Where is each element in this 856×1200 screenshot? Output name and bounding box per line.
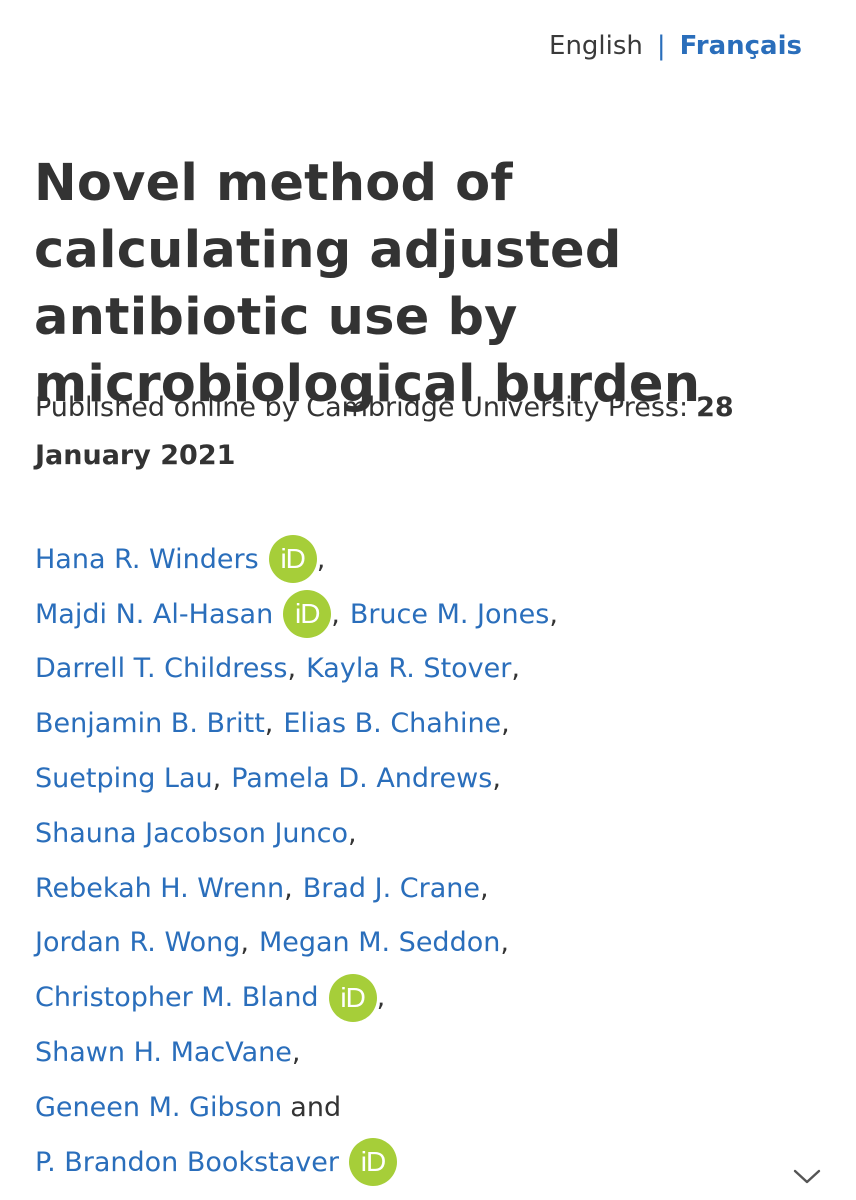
- author-line: Rebekah H. Wrenn, Brad J. Crane,: [35, 861, 835, 916]
- author-line: Darrell T. Childress, Kayla R. Stover,: [35, 642, 835, 697]
- author-line: Hana R. Winders iD,: [35, 532, 835, 587]
- author-line: Benjamin B. Britt, Elias B. Chahine,: [35, 696, 835, 751]
- author-name-link[interactable]: Brad J. Crane: [302, 872, 480, 904]
- author-entry: Pamela D. Andrews,: [231, 763, 501, 794]
- author-name-link[interactable]: Pamela D. Andrews: [231, 763, 493, 795]
- author-entry: Shawn H. MacVane,: [35, 1037, 301, 1068]
- author-entry: Hana R. Winders iD,: [35, 535, 326, 584]
- author-name-link[interactable]: Shauna Jacobson Junco: [35, 817, 348, 849]
- author-name-link[interactable]: Kayla R. Stover: [306, 653, 512, 685]
- author-entry: Jordan R. Wong,: [35, 927, 249, 958]
- author-entry: Darrell T. Childress,: [35, 653, 296, 684]
- author-line: Shawn H. MacVane,: [35, 1025, 835, 1080]
- author-separator: ,: [348, 817, 357, 849]
- published-date: 28 January 2021: [35, 392, 734, 471]
- author-entry: P. Brandon Bookstaver iD: [35, 1138, 397, 1187]
- author-entry: Megan M. Seddon,: [259, 927, 509, 958]
- author-separator: ,: [287, 653, 297, 685]
- author-name-link[interactable]: Bruce M. Jones: [349, 598, 550, 630]
- author-entry: Rebekah H. Wrenn,: [35, 873, 293, 904]
- author-name-link[interactable]: Rebekah H. Wrenn: [35, 872, 285, 904]
- author-entry: Suetping Lau,: [35, 763, 221, 794]
- author-separator: ,: [284, 872, 293, 904]
- author-entry: Bruce M. Jones,: [350, 599, 558, 630]
- author-name-link[interactable]: Geneen M. Gibson: [35, 1091, 283, 1123]
- author-name-link[interactable]: Darrell T. Childress: [35, 653, 288, 685]
- chevron-down-icon[interactable]: [792, 1166, 822, 1186]
- article-title: Novel method of calculating adjusted ant…: [34, 154, 701, 414]
- author-line: Majdi N. Al-Hasan iD, Bruce M. Jones,: [35, 587, 835, 642]
- language-english-link[interactable]: English: [549, 31, 643, 61]
- author-and-word: and: [290, 1091, 342, 1123]
- author-entry: Shauna Jacobson Junco,: [35, 818, 357, 849]
- publication-info: Published online by Cambridge University…: [35, 384, 835, 480]
- language-french-link[interactable]: Français: [679, 31, 802, 61]
- author-entry: Geneen M. Gibson and: [35, 1092, 351, 1123]
- orcid-icon[interactable]: iD: [283, 590, 332, 639]
- author-name-link[interactable]: Hana R. Winders: [35, 543, 259, 575]
- author-name-link[interactable]: Christopher M. Bland: [35, 982, 319, 1014]
- author-name-link[interactable]: Jordan R. Wong: [35, 927, 241, 959]
- language-separator: |: [656, 31, 666, 61]
- author-name-link[interactable]: Suetping Lau: [35, 763, 213, 795]
- author-name-link[interactable]: Elias B. Chahine: [283, 708, 502, 740]
- author-separator: ,: [492, 763, 501, 795]
- author-name-link[interactable]: Megan M. Seddon: [258, 927, 501, 959]
- author-line: Christopher M. Bland iD,: [35, 970, 835, 1025]
- author-separator: ,: [240, 927, 249, 959]
- author-name-link[interactable]: Shawn H. MacVane: [35, 1037, 292, 1069]
- author-line: P. Brandon Bookstaver iD: [35, 1135, 835, 1190]
- author-name-link[interactable]: P. Brandon Bookstaver: [35, 1146, 339, 1178]
- author-name-link[interactable]: Majdi N. Al-Hasan: [35, 598, 274, 630]
- author-entry: Elias B. Chahine,: [283, 708, 509, 739]
- orcid-icon[interactable]: iD: [348, 1138, 397, 1187]
- author-name-link[interactable]: Benjamin B. Britt: [35, 708, 265, 740]
- author-separator: ,: [212, 763, 222, 795]
- author-list: Hana R. Winders iD, Majdi N. Al-Hasan iD, Br…: [35, 532, 835, 1190]
- author-entry: Christopher M. Bland iD,: [35, 973, 386, 1022]
- author-line: Geneen M. Gibson and: [35, 1080, 835, 1135]
- published-prefix: Published online by Cambridge University…: [35, 392, 689, 423]
- author-separator: ,: [549, 598, 558, 630]
- author-separator: ,: [500, 927, 509, 959]
- orcid-icon[interactable]: iD: [268, 535, 317, 584]
- author-entry: Kayla R. Stover,: [306, 653, 520, 684]
- author-entry: Majdi N. Al-Hasan iD,: [35, 590, 340, 639]
- author-separator: ,: [501, 708, 510, 740]
- author-entry: Brad J. Crane,: [303, 873, 489, 904]
- author-line: Jordan R. Wong, Megan M. Seddon,: [35, 916, 835, 971]
- author-separator: ,: [264, 708, 274, 740]
- author-line: Suetping Lau, Pamela D. Andrews,: [35, 751, 835, 806]
- author-separator: ,: [291, 1037, 301, 1069]
- author-line: Shauna Jacobson Junco,: [35, 806, 835, 861]
- author-entry: Benjamin B. Britt,: [35, 708, 273, 739]
- author-separator: ,: [331, 598, 340, 630]
- author-separator: ,: [511, 653, 520, 685]
- author-separator: ,: [316, 543, 326, 575]
- orcid-icon[interactable]: iD: [328, 973, 377, 1022]
- author-separator: ,: [479, 872, 489, 904]
- author-separator: ,: [376, 982, 386, 1014]
- language-switch: English | Français: [549, 28, 802, 64]
